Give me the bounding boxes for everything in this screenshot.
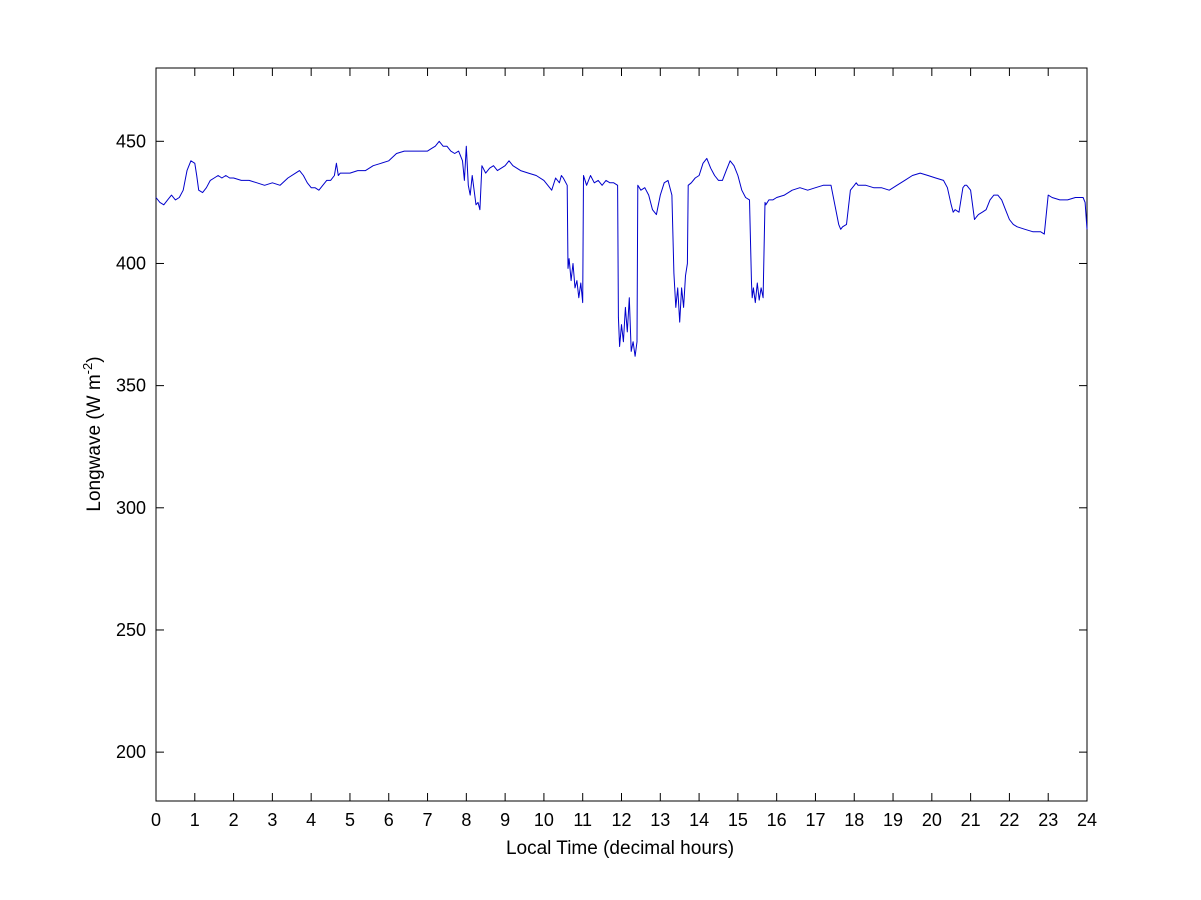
x-tick-label: 13 [650,810,670,830]
y-tick-label: 250 [116,620,146,640]
y-tick-label: 350 [116,376,146,396]
x-axis-ticks: 0 1 2 3 4 5 6 7 8 9 10 11 12 13 14 15 16 17 18 19 20 21 22 23 24 [151,68,1097,830]
x-tick-label: 1 [190,810,200,830]
x-tick-label: 24 [1077,810,1097,830]
x-tick-label: 6 [384,810,394,830]
x-tick-label: 14 [689,810,709,830]
x-tick-label: 23 [1038,810,1058,830]
x-tick-label: 2 [229,810,239,830]
series-line [155,140,1088,357]
x-tick-label: 17 [805,810,825,830]
x-tick-label: 5 [345,810,355,830]
x-tick-label: 0 [151,810,161,830]
x-axis-label: Local Time (decimal hours) [506,838,734,859]
x-tick-label: 7 [423,810,433,830]
x-tick-label: 4 [306,810,316,830]
y-tick-label: 450 [116,131,146,151]
x-tick-label: 9 [500,810,510,830]
x-tick-label: 19 [883,810,903,830]
y-tick-label: 200 [116,742,146,762]
series-layer [155,140,1088,357]
y-tick-label: 400 [116,253,146,273]
x-tick-label: 10 [534,810,554,830]
x-tick-label: 3 [267,810,277,830]
x-tick-label: 16 [767,810,787,830]
y-axis-label-main: Longwave (W m [84,374,105,511]
y-axis-ticks: 200 250 300 350 400 450 [116,131,1087,762]
x-tick-label: 12 [611,810,631,830]
plot-area [155,67,1088,802]
x-tick-label: 8 [461,810,471,830]
x-tick-label: 15 [728,810,748,830]
x-tick-label: 22 [999,810,1019,830]
y-tick-label: 300 [116,498,146,518]
y-axis-label-suffix: ) [84,356,105,362]
y-axis-label-sup: -2 [80,363,95,375]
x-tick-label: 20 [922,810,942,830]
x-tick-label: 21 [961,810,981,830]
x-tick-label: 18 [844,810,864,830]
y-axis-label: Longwave (W m-2) [80,356,105,511]
x-tick-label: 11 [573,810,592,830]
